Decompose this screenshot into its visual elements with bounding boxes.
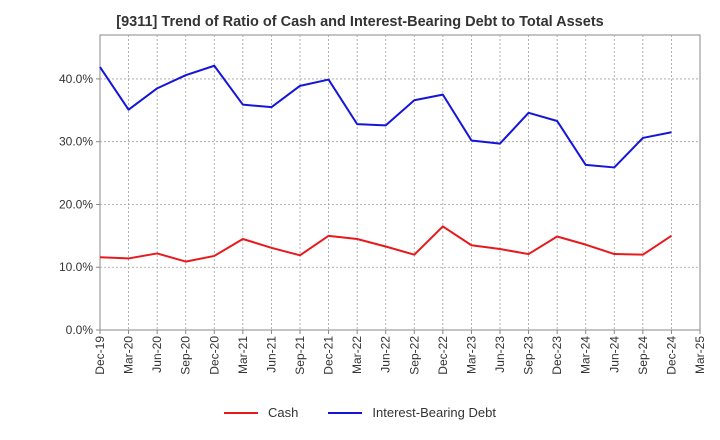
- axis-labels: Dec-19 Mar-20 Jun-20 Sep-20 Dec-20 Mar-21 Jun-…: [59, 72, 707, 375]
- x-tick-label: Jun-24: [607, 336, 621, 373]
- legend: Cash Interest-Bearing Debt: [0, 405, 720, 420]
- x-tick-label: Jun-20: [150, 336, 164, 373]
- legend-label-cash: Cash: [268, 405, 299, 420]
- x-tick-label: Mar-21: [236, 336, 250, 374]
- chart-title: [9311] Trend of Ratio of Cash and Intere…: [116, 14, 604, 30]
- x-tick-label: Jun-21: [264, 336, 278, 373]
- x-tick-label: Sep-24: [636, 336, 650, 375]
- x-tick-label: Mar-23: [464, 336, 478, 374]
- x-tick-label: Sep-22: [407, 336, 421, 375]
- x-tick-label: Sep-21: [293, 336, 307, 375]
- x-tick-label: Jun-22: [379, 336, 393, 373]
- y-tick-label: 10.0%: [59, 260, 93, 274]
- x-tick-label: Mar-20: [122, 336, 136, 374]
- x-tick-label: Dec-21: [322, 336, 336, 375]
- x-tick-label: Sep-20: [179, 336, 193, 375]
- x-tick-label: Mar-25: [693, 336, 707, 374]
- legend-swatch-cash: [224, 411, 259, 414]
- x-tick-label: Mar-22: [350, 336, 364, 374]
- x-tick-label: Mar-24: [579, 336, 593, 374]
- x-tick-label: Dec-20: [207, 336, 221, 375]
- plot-area-frame: [99, 34, 701, 331]
- x-tick-label: Dec-24: [664, 336, 678, 375]
- grid-lines: [96, 35, 701, 334]
- y-tick-label: 20.0%: [59, 197, 93, 211]
- legend-swatch-interest-bearing-debt: [328, 411, 363, 414]
- y-tick-label: 0.0%: [66, 323, 94, 337]
- y-tick-label: 30.0%: [59, 135, 93, 149]
- y-tick-label: 40.0%: [59, 72, 93, 86]
- legend-item-interest-bearing-debt[interactable]: Interest-Bearing Debt: [328, 405, 496, 420]
- x-tick-label: Dec-23: [550, 336, 564, 375]
- series-line-cash: [99, 225, 672, 263]
- x-tick-label: Dec-19: [93, 336, 107, 375]
- data-series: [99, 64, 672, 263]
- legend-item-cash[interactable]: Cash: [224, 405, 298, 420]
- x-tick-label: Sep-23: [522, 336, 536, 375]
- x-tick-label: Jun-23: [493, 336, 507, 373]
- x-tick-label: Dec-22: [436, 336, 450, 375]
- legend-label-interest-bearing-debt: Interest-Bearing Debt: [372, 405, 496, 420]
- series-line-interest-bearing-debt: [99, 64, 672, 169]
